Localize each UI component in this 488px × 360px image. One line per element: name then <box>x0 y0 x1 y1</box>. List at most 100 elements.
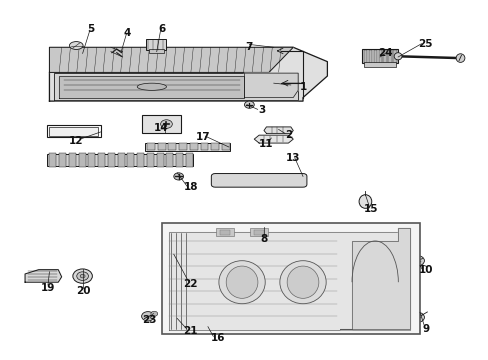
Bar <box>157 153 163 167</box>
Text: 22: 22 <box>183 279 198 289</box>
Text: 25: 25 <box>417 39 431 49</box>
Bar <box>387 50 391 63</box>
Ellipse shape <box>279 261 325 304</box>
Text: 9: 9 <box>422 324 428 334</box>
Text: 4: 4 <box>123 28 131 38</box>
Bar <box>222 143 229 150</box>
Polygon shape <box>244 73 298 98</box>
Bar <box>216 228 233 235</box>
Text: 12: 12 <box>69 136 83 145</box>
Bar <box>69 153 76 167</box>
Bar <box>168 143 176 150</box>
Bar <box>47 126 101 137</box>
Polygon shape <box>59 76 244 98</box>
Text: 7: 7 <box>245 42 253 52</box>
Text: 24: 24 <box>378 48 392 58</box>
Bar <box>378 50 381 63</box>
Bar <box>254 230 264 234</box>
Bar <box>79 153 85 167</box>
Bar <box>200 143 208 150</box>
Circle shape <box>173 173 183 180</box>
Circle shape <box>80 274 85 278</box>
Bar <box>363 50 366 63</box>
Bar <box>49 153 56 167</box>
Text: 2: 2 <box>284 130 291 140</box>
Circle shape <box>77 272 88 280</box>
Circle shape <box>410 312 424 322</box>
Bar <box>146 40 166 50</box>
Text: 20: 20 <box>76 286 91 296</box>
Text: 5: 5 <box>87 24 94 35</box>
Bar <box>118 153 124 167</box>
Text: 10: 10 <box>418 265 432 275</box>
Bar <box>368 50 371 63</box>
Bar <box>179 143 186 150</box>
Polygon shape <box>339 228 409 329</box>
Circle shape <box>410 256 424 266</box>
Bar <box>166 153 173 167</box>
Ellipse shape <box>286 266 318 298</box>
Text: 8: 8 <box>260 234 267 244</box>
Ellipse shape <box>173 289 188 305</box>
Bar <box>383 50 386 63</box>
Text: 11: 11 <box>259 139 273 149</box>
Ellipse shape <box>358 195 371 208</box>
Bar <box>176 153 183 167</box>
Circle shape <box>168 244 183 255</box>
Ellipse shape <box>69 41 83 49</box>
Bar <box>361 49 397 63</box>
Bar <box>185 153 192 167</box>
Text: 18: 18 <box>183 182 198 192</box>
Bar <box>142 116 181 133</box>
Bar <box>392 50 396 63</box>
Text: 15: 15 <box>363 204 378 214</box>
Bar <box>127 153 134 167</box>
Circle shape <box>160 120 172 129</box>
Bar <box>220 230 229 234</box>
Polygon shape <box>25 270 61 282</box>
Ellipse shape <box>226 266 257 298</box>
Bar <box>211 143 219 150</box>
Bar <box>147 143 155 150</box>
Text: 19: 19 <box>41 283 56 293</box>
Bar <box>144 143 229 150</box>
Bar <box>108 153 115 167</box>
Polygon shape <box>254 135 293 143</box>
Polygon shape <box>168 228 409 330</box>
Bar <box>137 153 144 167</box>
Text: 23: 23 <box>142 315 156 325</box>
Text: 16: 16 <box>210 333 224 343</box>
FancyBboxPatch shape <box>211 174 306 187</box>
Polygon shape <box>54 73 298 100</box>
Ellipse shape <box>393 53 401 60</box>
Text: 1: 1 <box>299 82 306 92</box>
Text: 6: 6 <box>158 24 165 35</box>
Bar <box>88 153 95 167</box>
Text: 3: 3 <box>257 105 264 115</box>
Polygon shape <box>49 47 327 101</box>
Circle shape <box>142 312 154 321</box>
Text: 13: 13 <box>285 153 300 163</box>
Bar <box>47 154 193 166</box>
Text: 21: 21 <box>183 325 198 336</box>
Bar <box>147 153 154 167</box>
Circle shape <box>151 311 158 316</box>
Polygon shape <box>49 47 293 72</box>
Circle shape <box>73 269 92 283</box>
Ellipse shape <box>196 321 206 327</box>
Circle shape <box>169 319 181 327</box>
Bar <box>59 153 66 167</box>
Bar <box>189 143 197 150</box>
Text: 14: 14 <box>154 123 168 133</box>
Ellipse shape <box>219 261 264 304</box>
Ellipse shape <box>455 54 464 62</box>
Bar <box>49 127 98 136</box>
Bar <box>363 62 395 67</box>
Bar <box>373 50 376 63</box>
Bar <box>250 228 267 235</box>
Text: 17: 17 <box>195 132 210 142</box>
Polygon shape <box>264 127 293 134</box>
Bar <box>161 223 419 334</box>
Bar <box>149 49 163 53</box>
Ellipse shape <box>137 83 166 90</box>
